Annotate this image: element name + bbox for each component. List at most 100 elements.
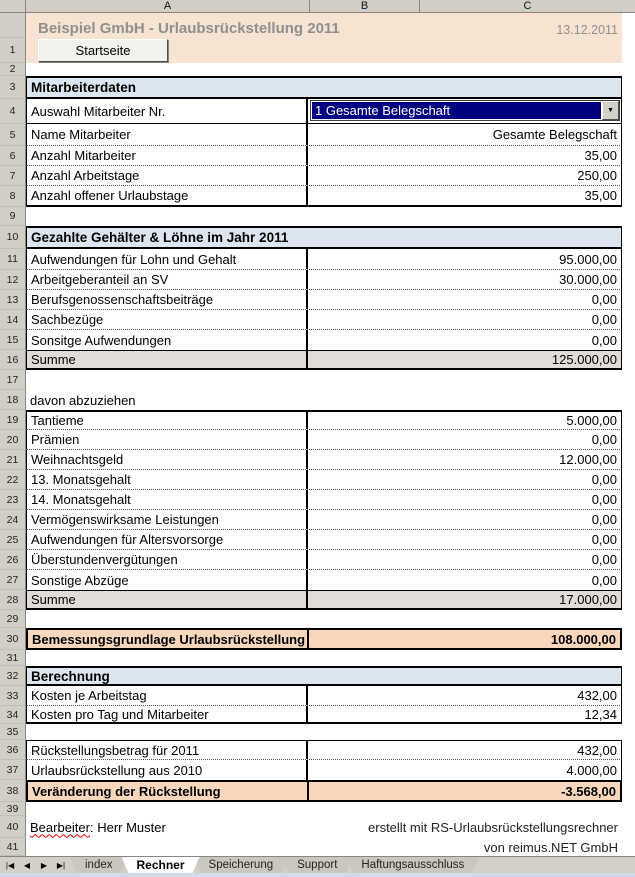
row-header[interactable]: 15 bbox=[0, 330, 26, 350]
page-title: Beispiel GmbH - Urlaubsrückstellung 2011 bbox=[38, 20, 340, 37]
row-header[interactable]: 12 bbox=[0, 270, 26, 290]
tab-last-icon[interactable]: ▶| bbox=[53, 858, 69, 873]
title-date: 13.12.2011 bbox=[556, 23, 618, 37]
table-row-value[interactable]: 4.000,00 bbox=[566, 762, 617, 778]
row-header[interactable]: 28 bbox=[0, 590, 26, 610]
table-row-value[interactable]: 95.000,00 bbox=[559, 251, 617, 267]
row-header[interactable]: 29 bbox=[0, 610, 26, 628]
row-header[interactable]: 25 bbox=[0, 530, 26, 550]
chevron-down-icon[interactable]: ▼ bbox=[602, 101, 619, 120]
row-header[interactable]: 6 bbox=[0, 146, 26, 166]
table-row-label: 14. Monatsgehalt bbox=[27, 490, 308, 509]
table-row: Anzahl offener Urlaubstage 35,00 bbox=[26, 186, 622, 207]
row-header[interactable]: 27 bbox=[0, 570, 26, 590]
sheet-tab-rechner[interactable]: Rechner bbox=[122, 857, 200, 873]
table-row-value[interactable]: 0,00 bbox=[591, 432, 617, 447]
column-header-c[interactable]: C bbox=[420, 0, 635, 13]
row-header[interactable]: 3 bbox=[0, 76, 26, 99]
sheet-tab-bar: |◀ ◀ ▶ ▶| index Rechner Speicherung Supp… bbox=[0, 856, 635, 877]
row-header[interactable]: 7 bbox=[0, 166, 26, 186]
table-row-value[interactable]: 0,00 bbox=[591, 292, 617, 307]
row-header[interactable]: 24 bbox=[0, 510, 26, 530]
row-header[interactable]: 34 bbox=[0, 706, 26, 724]
row-header[interactable]: 16 bbox=[0, 350, 26, 370]
table-row-label: Sonsitge Aufwendungen bbox=[27, 330, 308, 350]
sheet-tab-speicherung[interactable]: Speicherung bbox=[194, 857, 289, 873]
row-header[interactable]: 31 bbox=[0, 650, 26, 666]
table-row-label: Aufwendungen für Lohn und Gehalt bbox=[27, 249, 308, 269]
table-row-value[interactable]: 5.000,00 bbox=[566, 413, 617, 428]
row-header[interactable]: 41 bbox=[0, 838, 26, 856]
row-header[interactable]: 10 bbox=[0, 226, 26, 249]
row-header[interactable]: 13 bbox=[0, 290, 26, 310]
table-row-label: Überstundenvergütungen bbox=[27, 550, 308, 569]
row-header[interactable]: 2 bbox=[0, 63, 26, 76]
row-header[interactable]: 9 bbox=[0, 207, 26, 226]
table-row-value[interactable]: 0,00 bbox=[591, 312, 617, 327]
tab-prev-icon[interactable]: ◀ bbox=[19, 858, 35, 873]
row-header[interactable]: 40 bbox=[0, 816, 26, 838]
auswahl-mitarbeiter-label: Auswahl Mitarbeiter Nr. bbox=[27, 99, 308, 123]
table-row-label: Urlaubsrückstellung aus 2010 bbox=[27, 760, 308, 780]
tab-next-icon[interactable]: ▶ bbox=[36, 858, 52, 873]
table-row: Rückstellungsbetrag für 2011 432,00 bbox=[26, 740, 622, 760]
table-row-value[interactable]: 0,00 bbox=[591, 472, 617, 487]
row-header[interactable]: 39 bbox=[0, 802, 26, 816]
row-header[interactable]: 30 bbox=[0, 628, 26, 650]
summe-value: 17.000,00 bbox=[559, 592, 617, 607]
bemessung-row: Bemessungsgrundlage Urlaubsrückstellung … bbox=[26, 628, 622, 650]
row-header[interactable]: 5 bbox=[0, 124, 26, 146]
row-header[interactable]: 37 bbox=[0, 760, 26, 780]
row-header[interactable]: 4 bbox=[0, 99, 26, 124]
mitarbeiter-dropdown[interactable]: 1 Gesamte Belegschaft ▼ bbox=[310, 100, 620, 121]
table-row-value[interactable]: 30.000,00 bbox=[559, 272, 617, 287]
table-row-value[interactable]: 0,00 bbox=[591, 532, 617, 547]
table-row: Arbeitgeberanteil an SV 30.000,00 bbox=[26, 270, 622, 290]
row-header[interactable]: 22 bbox=[0, 470, 26, 490]
table-row-value[interactable]: 0,00 bbox=[591, 332, 617, 348]
row-header[interactable]: 11 bbox=[0, 249, 26, 270]
table-row-value[interactable]: 0,00 bbox=[591, 512, 617, 527]
row-header[interactable]: 26 bbox=[0, 550, 26, 570]
select-all-corner[interactable] bbox=[0, 0, 26, 13]
row-header[interactable]: 19 bbox=[0, 410, 26, 430]
section-header-berechnung: Berechnung bbox=[26, 666, 622, 686]
row-header[interactable]: 23 bbox=[0, 490, 26, 510]
table-row-value[interactable]: 250,00 bbox=[577, 168, 617, 183]
row-header[interactable]: 32 bbox=[0, 666, 26, 686]
row-header[interactable]: 38 bbox=[0, 780, 26, 802]
row-header[interactable]: 20 bbox=[0, 430, 26, 450]
tab-first-icon[interactable]: |◀ bbox=[2, 858, 18, 873]
summe-label: Summe bbox=[27, 591, 308, 608]
table-row: Kosten pro Tag und Mitarbeiter 12,34 bbox=[26, 706, 622, 724]
table-row-label: Weihnachtsgeld bbox=[27, 450, 308, 469]
startseite-button[interactable]: Startseite bbox=[38, 39, 168, 62]
row-header[interactable]: 14 bbox=[0, 310, 26, 330]
table-row-value[interactable]: 0,00 bbox=[591, 572, 617, 588]
table-row-label: Name Mitarbeiter bbox=[27, 124, 308, 145]
sheet-tab-haftungsausschluss[interactable]: Haftungsausschluss bbox=[346, 857, 479, 873]
table-row-label: Anzahl Mitarbeiter bbox=[27, 146, 308, 165]
table-row-value[interactable]: 35,00 bbox=[584, 148, 617, 163]
table-row-value[interactable]: 12.000,00 bbox=[559, 452, 617, 467]
row-header[interactable]: 17 bbox=[0, 370, 26, 390]
table-row-value[interactable]: 0,00 bbox=[591, 552, 617, 567]
row-header[interactable]: 1 bbox=[0, 38, 26, 63]
table-row: 14. Monatsgehalt 0,00 bbox=[26, 490, 622, 510]
row-header[interactable]: 35 bbox=[0, 724, 26, 740]
table-row-value[interactable]: 35,00 bbox=[584, 188, 617, 203]
row-header[interactable]: 33 bbox=[0, 686, 26, 706]
column-header-b[interactable]: B bbox=[310, 0, 420, 13]
table-row-label: Arbeitgeberanteil an SV bbox=[27, 270, 308, 289]
row-header[interactable]: 18 bbox=[0, 390, 26, 410]
sheet-tab-index[interactable]: index bbox=[70, 857, 128, 873]
column-header-a[interactable]: A bbox=[26, 0, 310, 13]
row-header[interactable]: 21 bbox=[0, 450, 26, 470]
table-row-value[interactable]: 0,00 bbox=[591, 492, 617, 507]
chevron-down-glyph: ▼ bbox=[607, 107, 614, 114]
row-header[interactable]: 36 bbox=[0, 740, 26, 760]
row-header[interactable]: 8 bbox=[0, 186, 26, 207]
table-row: Sonstige Abzüge 0,00 bbox=[26, 570, 622, 590]
sheet-tab-support[interactable]: Support bbox=[282, 857, 352, 873]
table-row: 13. Monatsgehalt 0,00 bbox=[26, 470, 622, 490]
